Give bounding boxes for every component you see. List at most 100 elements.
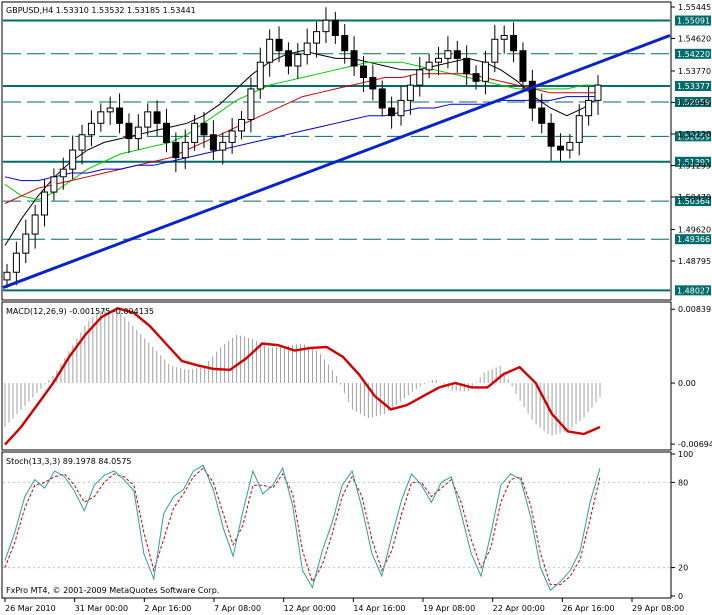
level-label: 1.50364 [677,197,710,206]
candle-body [256,61,264,90]
level-label: 1.48027 [677,286,710,295]
candle-body [181,141,189,159]
level-label: 1.52059 [677,132,710,141]
level-label: 1.51392 [677,158,710,167]
candle-body [200,122,208,136]
time-axis: 26 Mar 2010 31 Mar 00:00 2 Apr 16:00 7 Apr … [4,598,684,613]
candle-body [3,271,11,281]
copyright-text: FxPro MT4, © 2001-2009 MetaQuotes Softwa… [6,586,219,595]
candle-body [144,111,152,128]
macd-tick-label: 0.00 [678,379,696,388]
trendline [2,34,671,289]
candle-body [228,130,236,143]
stoch-panel-border [1,451,672,599]
candle-body [247,88,255,120]
candle-body [350,50,358,67]
candle-body [303,42,311,56]
candle-body [416,69,424,86]
candle-body [481,61,489,82]
level-label: 1.54220 [677,50,710,59]
macd-signal-line [4,307,601,446]
level-badge [675,131,711,142]
stoch-signal-line [4,467,601,586]
candle-body [172,141,180,159]
level-badge [675,156,711,167]
price-tick-label: 1.48795 [678,257,711,266]
candle-body [162,122,170,143]
candle-body [425,61,433,71]
candle-body [575,115,583,143]
candle-body [378,88,386,109]
price-tick-label: 1.55445 [678,3,711,12]
main-header: GBPUSD,H4 1.53310 1.53532 1.53185 1.5344… [6,6,196,15]
candle-body [294,54,302,67]
candle-body [341,34,349,52]
candle-body [538,107,546,124]
level-badge [675,196,711,207]
candle-body [59,168,67,178]
candle-body [125,122,133,140]
candle-body [444,50,452,59]
macd-header: MACD(12,26,9) -0.001575 -0.004135 [6,307,154,316]
candle-body [116,107,124,124]
candle-body [275,38,283,52]
candle-body [31,214,39,235]
candle-body [87,122,95,136]
time-tick-label: 31 Mar 00:00 [75,604,128,613]
price-tick-label: 1.52120 [678,130,711,139]
candle-body [528,80,536,109]
candle-body [322,19,330,33]
moving-average-line [4,61,600,201]
price-tick-label: 1.49620 [678,225,711,234]
level-label: 1.53377 [677,82,710,91]
time-tick-label: 19 Apr 08:00 [423,604,475,613]
level-badge [675,285,711,296]
stoch-header: Stoch(13,3,3) 89.1978 84.0575 [6,457,132,466]
candle-body [500,34,508,40]
candle-body [472,73,480,82]
level-label: 1.49366 [677,235,710,244]
candle-body [12,252,20,273]
candle-body [556,145,564,151]
candle-body [41,191,49,216]
candle-body [106,107,114,113]
candle-body [406,84,414,101]
macd-panel: 0.00839 0.00 -0.00694 [4,305,712,449]
level-badge [675,80,711,91]
time-tick-label: 29 Apr 08:00 [632,604,684,613]
stoch-tick-label: 80 [678,478,688,487]
candle-body [284,50,292,67]
stoch-main-line [4,464,601,592]
candle-body [238,118,246,132]
price-tick-label: 1.53770 [678,67,711,76]
level-badge [675,234,711,245]
level-badge [675,96,711,107]
candle-body [547,122,555,147]
stoch-tick-label: 0 [678,592,683,601]
candle-body [397,99,405,117]
stoch-tick-label: 20 [678,564,688,573]
macd-tick-label: 0.00839 [678,305,711,314]
time-tick-label: 22 Apr 00:00 [493,604,545,613]
candle-body [519,50,527,82]
time-tick-label: 7 Apr 08:00 [214,604,261,613]
candle-body [359,65,367,78]
level-label: 1.52959 [677,98,710,107]
time-tick-label: 26 Mar 2010 [5,604,56,613]
main-panel-border [1,1,672,301]
candle-body [463,57,471,75]
candle-body [331,19,339,36]
time-tick-label: 14 Apr 16:00 [353,604,405,613]
candle-body [491,38,499,63]
time-tick-label: 12 Apr 00:00 [284,604,336,613]
candle-body [134,126,142,140]
price-tick-label: 1.50470 [678,193,711,202]
candle-body [510,34,518,52]
moving-average-line [4,50,601,246]
candle-body [266,38,274,63]
price-tick-label: 1.52945 [678,98,711,107]
price-tick-label: 1.54620 [678,35,711,44]
macd-tick-label: -0.00694 [678,440,712,449]
candle-body [69,149,77,170]
candle-body [50,176,58,193]
